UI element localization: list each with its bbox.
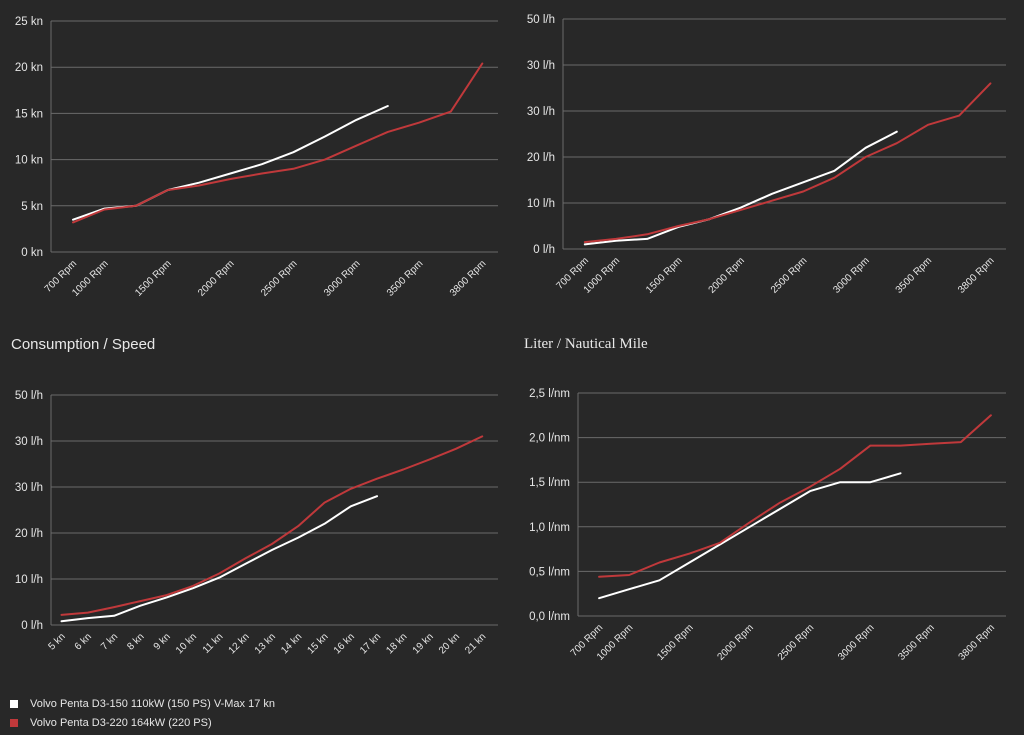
x-tick-label: 10 kn [174,631,199,656]
x-tick-label: 6 kn [73,631,94,652]
chart-title-liter-per-nm: Liter / Nautical Mile [524,336,648,352]
legend-item-d3-220: Volvo Penta D3-220 164kW (220 PS) [10,713,275,732]
x-tick-label: 2000 Rpm [196,258,236,298]
x-tick-label: 7 kn [99,631,120,652]
y-tick-label: 10 l/h [15,574,43,586]
y-tick-label: 25 kn [15,16,43,28]
x-tick-label: 2500 Rpm [776,622,816,662]
y-tick-label: 2,5 l/nm [529,388,570,400]
x-tick-label: 8 kn [125,631,146,652]
y-tick-label: 30 l/h [527,106,555,118]
x-tick-label: 2000 Rpm [707,255,747,295]
y-tick-label: 0,0 l/nm [529,611,570,623]
series-line-1 [60,495,378,623]
x-tick-label: 2500 Rpm [769,255,809,295]
y-tick-label: 20 l/h [527,152,555,164]
y-tick-label: 15 kn [15,108,43,120]
y-tick-label: 0 kn [21,247,43,259]
x-tick-label: 19 kn [411,631,436,656]
series-line-2 [598,414,992,578]
legend-label-d3-220: Volvo Penta D3-220 164kW (220 PS) [30,716,212,729]
x-tick-label: 1500 Rpm [133,258,173,298]
y-tick-label: 50 l/h [527,14,555,26]
series-line-2 [72,62,484,224]
series-line-2 [60,435,484,616]
series-line-1 [598,472,902,600]
x-tick-label: 16 kn [332,631,357,656]
chart-legend: Volvo Penta D3-150 110kW (150 PS) V-Max … [10,694,275,732]
series-line-1 [583,130,898,246]
x-tick-label: 3000 Rpm [831,255,871,295]
legend-label-d3-150: Volvo Penta D3-150 110kW (150 PS) V-Max … [30,697,275,710]
x-tick-label: 1500 Rpm [655,622,695,662]
series-line-2 [583,82,992,244]
y-tick-label: 5 kn [21,201,43,213]
y-tick-label: 1,0 l/nm [529,522,570,534]
x-tick-label: 3000 Rpm [322,258,362,298]
legend-swatch-d3-150 [10,699,18,708]
x-tick-label: 3800 Rpm [957,622,997,662]
y-tick-label: 50 l/h [15,390,43,402]
y-tick-label: 30 l/h [15,482,43,494]
x-tick-label: 2000 Rpm [716,622,756,662]
x-tick-label: 9 kn [152,631,173,652]
y-tick-label: 30 l/h [15,436,43,448]
y-tick-label: 1,5 l/nm [529,477,570,489]
x-tick-label: 3800 Rpm [448,258,488,298]
x-tick-label: 3500 Rpm [894,255,934,295]
x-tick-label: 17 kn [358,631,383,656]
chart-title-consumption-speed: Consumption / Speed [11,336,156,353]
x-tick-label: 15 kn [305,631,330,656]
x-tick-label: 13 kn [253,631,278,656]
y-tick-label: 30 l/h [527,60,555,72]
x-tick-label: 1500 Rpm [644,255,684,295]
y-tick-label: 10 l/h [527,198,555,210]
y-tick-label: 0 l/h [533,244,555,256]
x-tick-label: 2500 Rpm [259,258,299,298]
x-tick-label: 3800 Rpm [956,255,996,295]
x-tick-label: 12 kn [227,631,252,656]
legend-item-d3-150: Volvo Penta D3-150 110kW (150 PS) V-Max … [10,694,275,713]
y-tick-label: 0,5 l/nm [529,566,570,578]
x-tick-label: 18 kn [384,631,409,656]
y-tick-label: 20 kn [15,62,43,74]
y-tick-label: 2,0 l/nm [529,433,570,445]
legend-swatch-d3-220 [10,718,18,727]
series-line-1 [72,105,389,221]
x-tick-label: 11 kn [201,631,226,656]
x-tick-label: 3000 Rpm [836,622,876,662]
y-tick-label: 0 l/h [21,620,43,632]
x-tick-label: 3500 Rpm [896,622,936,662]
y-tick-label: 20 l/h [15,528,43,540]
y-tick-label: 10 kn [15,155,43,167]
x-tick-label: 5 kn [46,631,67,652]
x-tick-label: 21 kn [463,631,488,656]
x-tick-label: 14 kn [279,631,304,656]
x-tick-label: 3500 Rpm [385,258,425,298]
x-tick-label: 20 kn [437,631,462,656]
chart-3: 0 l/h 10 l/h 20 l/h 30 l/h 30 l/h 50 l/h 5 kn 6… [15,390,498,656]
chart-4: 0,0 l/nm 0,5 l/nm 1,0 l/nm 1,5 l/nm 2,0 l/nm… [529,388,1006,663]
